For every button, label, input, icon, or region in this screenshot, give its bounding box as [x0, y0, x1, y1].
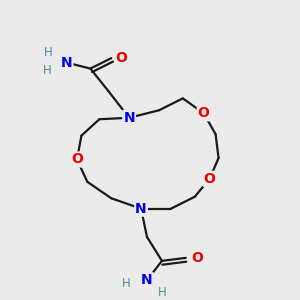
Text: N: N: [61, 56, 72, 70]
Text: O: O: [198, 106, 210, 120]
Text: H: H: [122, 277, 130, 290]
Text: O: O: [204, 172, 216, 186]
Text: O: O: [191, 251, 203, 265]
Text: H: H: [43, 64, 52, 76]
Text: H: H: [44, 46, 53, 59]
Text: N: N: [123, 111, 135, 125]
Text: N: N: [135, 202, 147, 216]
Text: H: H: [158, 286, 166, 299]
Text: O: O: [71, 152, 83, 167]
Text: O: O: [116, 51, 127, 65]
Text: N: N: [141, 273, 153, 287]
